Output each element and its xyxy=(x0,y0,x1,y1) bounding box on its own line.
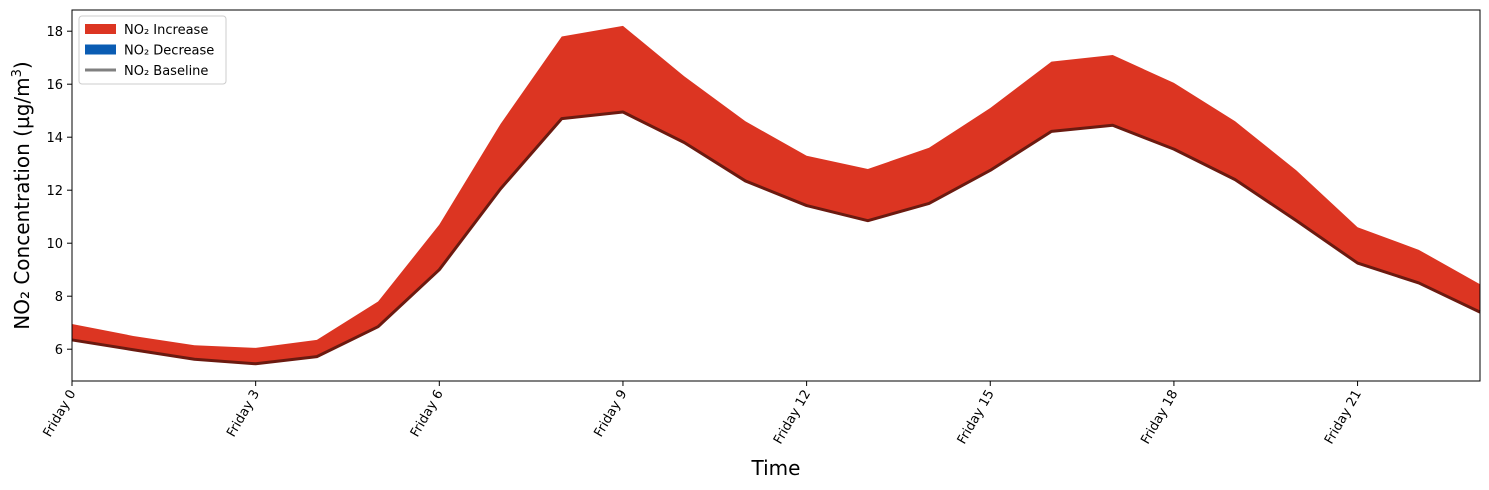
x-tick-label: Friday 12 xyxy=(771,388,814,448)
x-tick-label: Friday 0 xyxy=(41,388,80,440)
x-axis: Friday 0 Friday 3 Friday 6 Friday 9 Friday 1… xyxy=(41,381,1365,447)
y-tick-label: 8 xyxy=(55,290,63,305)
increase-area xyxy=(72,25,1480,364)
legend-label-2: NO₂ Baseline xyxy=(124,64,208,79)
y-axis-title-suffix: ) xyxy=(10,61,34,69)
y-tick-label: 16 xyxy=(46,78,63,93)
y-tick-label: 10 xyxy=(46,237,63,252)
baseline-line xyxy=(71,110,1481,366)
x-tick-label: Friday 21 xyxy=(1322,388,1365,448)
x-axis-title: Time xyxy=(751,456,801,480)
legend-label-1: NO₂ Decrease xyxy=(124,44,214,59)
x-tick-label: Friday 18 xyxy=(1138,388,1181,448)
y-tick-label: 14 xyxy=(46,131,63,146)
y-axis-title-main: NO₂ Concentration (µg/m xyxy=(10,77,34,329)
x-tick-label: Friday 15 xyxy=(955,388,998,448)
y-tick-label: 18 xyxy=(46,25,63,40)
fill-layer xyxy=(72,25,1480,364)
legend: NO₂ Increase NO₂ Decrease NO₂ Baseline xyxy=(78,15,227,85)
x-tick-label: Friday 3 xyxy=(224,388,263,440)
y-axis-title-superscript: 3 xyxy=(10,69,25,77)
y-tick-label: 6 xyxy=(55,343,63,358)
legend-swatch-1 xyxy=(85,44,116,55)
y-tick-label: 12 xyxy=(46,184,63,199)
line-layer xyxy=(71,110,1481,366)
legend-label-0: NO₂ Increase xyxy=(124,23,208,38)
x-tick-label: Friday 6 xyxy=(408,388,447,440)
plot-frame xyxy=(71,9,1481,382)
legend-swatch-0 xyxy=(85,24,116,34)
y-axis-title: NO₂ Concentration (µg/m3) xyxy=(10,61,34,329)
y-axis: 6 8 10 12 14 16 18 xyxy=(46,25,72,358)
x-tick-label: Friday 9 xyxy=(592,388,631,440)
